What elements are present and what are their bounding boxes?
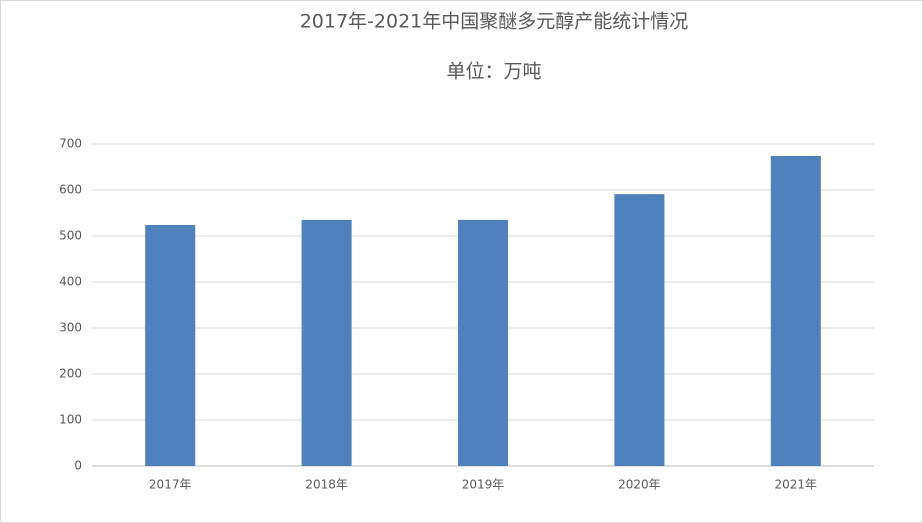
- bar: [301, 219, 352, 466]
- chart-subtitle: 单位：万吨: [446, 61, 541, 83]
- x-tick-label: 2019年: [462, 478, 505, 492]
- y-tick-label: 700: [59, 137, 82, 151]
- x-tick-label: 2021年: [775, 478, 818, 492]
- x-tick-label: 2018年: [305, 478, 348, 492]
- y-tick-label: 0: [74, 459, 82, 473]
- bar: [145, 224, 196, 466]
- bar: [614, 194, 665, 466]
- y-tick-label: 500: [59, 229, 82, 243]
- y-tick-label: 600: [59, 183, 82, 197]
- chart-title: 2017年-2021年中国聚醚多元醇产能统计情况: [300, 11, 689, 33]
- bar: [770, 155, 821, 466]
- y-tick-label: 200: [59, 367, 82, 381]
- y-tick-label: 300: [59, 321, 82, 335]
- bar: [457, 219, 509, 466]
- y-tick-label: 400: [59, 275, 82, 289]
- x-tick-label: 2017年: [149, 478, 192, 492]
- x-tick-label: 2020年: [618, 478, 661, 492]
- y-tick-label: 100: [59, 413, 82, 427]
